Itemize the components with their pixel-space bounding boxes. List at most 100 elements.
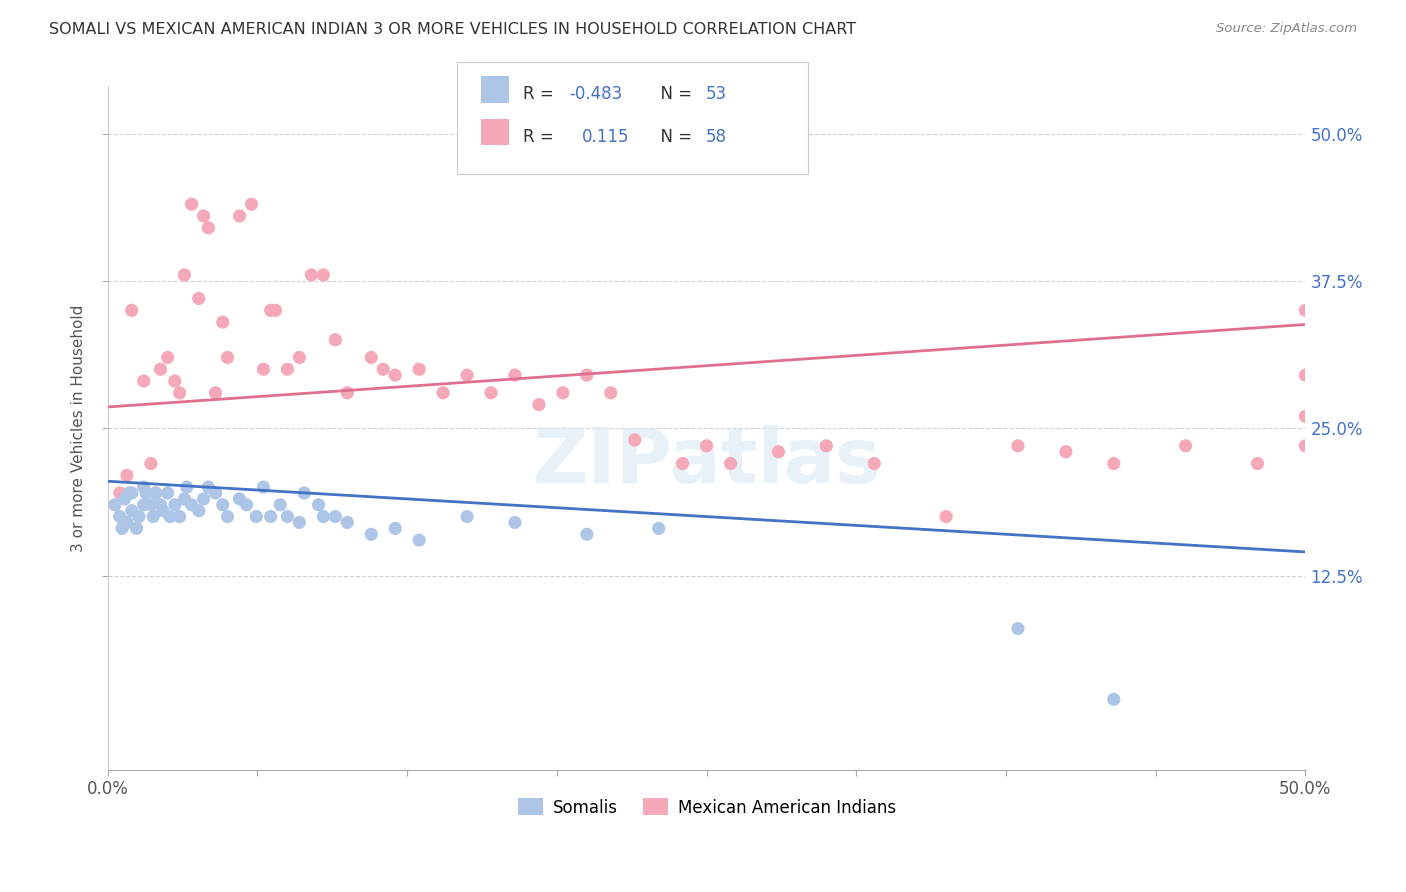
Point <box>118 486 141 500</box>
Point <box>145 486 167 500</box>
Point <box>193 491 215 506</box>
Point <box>132 498 155 512</box>
Point <box>173 268 195 282</box>
Point <box>115 516 138 530</box>
Point <box>145 486 167 500</box>
Point <box>180 197 202 211</box>
Point <box>121 504 143 518</box>
Point <box>149 498 172 512</box>
Point <box>176 480 198 494</box>
Point <box>125 521 148 535</box>
Point <box>169 509 191 524</box>
Y-axis label: 3 or more Vehicles in Household: 3 or more Vehicles in Household <box>72 304 86 552</box>
Point <box>312 509 335 524</box>
Text: 53: 53 <box>706 85 727 103</box>
Point <box>132 480 155 494</box>
Point <box>217 509 239 524</box>
Point <box>1102 692 1125 706</box>
Point <box>360 527 382 541</box>
Legend: Somalis, Mexican American Indians: Somalis, Mexican American Indians <box>510 792 903 823</box>
Point <box>720 457 742 471</box>
Point <box>1007 439 1029 453</box>
Point <box>121 486 143 500</box>
Point <box>276 362 298 376</box>
Point <box>1246 457 1268 471</box>
Point <box>1294 303 1316 318</box>
Point <box>235 498 257 512</box>
Point <box>111 521 134 535</box>
Point <box>187 292 209 306</box>
Point <box>264 303 287 318</box>
Point <box>1102 457 1125 471</box>
Point <box>1294 409 1316 424</box>
Point <box>211 315 233 329</box>
Point <box>163 374 186 388</box>
Point <box>336 385 359 400</box>
Text: R =: R = <box>523 85 560 103</box>
Point <box>815 439 838 453</box>
Point <box>156 486 179 500</box>
Text: SOMALI VS MEXICAN AMERICAN INDIAN 3 OR MORE VEHICLES IN HOUSEHOLD CORRELATION CH: SOMALI VS MEXICAN AMERICAN INDIAN 3 OR M… <box>49 22 856 37</box>
Text: ZIPatlas: ZIPatlas <box>533 425 882 500</box>
Point <box>156 351 179 365</box>
Point <box>288 351 311 365</box>
Point <box>139 457 162 471</box>
Point <box>1294 368 1316 383</box>
Point <box>252 480 274 494</box>
Point <box>114 491 136 506</box>
Point <box>323 509 346 524</box>
Point <box>132 374 155 388</box>
Point <box>1294 439 1316 453</box>
Point <box>217 351 239 365</box>
Point <box>599 385 621 400</box>
Text: R =: R = <box>523 128 560 145</box>
Point <box>240 197 263 211</box>
Point <box>173 491 195 506</box>
Point <box>121 303 143 318</box>
Point <box>288 516 311 530</box>
Text: -0.483: -0.483 <box>569 85 623 103</box>
Point <box>1174 439 1197 453</box>
Point <box>108 486 131 500</box>
Point <box>197 480 219 494</box>
Point <box>373 362 395 376</box>
Point <box>432 385 454 400</box>
Point <box>163 498 186 512</box>
Point <box>863 457 886 471</box>
Point <box>336 516 359 530</box>
Point <box>408 362 430 376</box>
Point <box>527 398 550 412</box>
Point <box>204 486 226 500</box>
Point <box>197 220 219 235</box>
Point <box>1007 622 1029 636</box>
Point <box>187 504 209 518</box>
Point <box>623 433 645 447</box>
Point <box>503 516 526 530</box>
Point <box>149 362 172 376</box>
Point <box>360 351 382 365</box>
Point <box>299 268 322 282</box>
Point <box>308 498 330 512</box>
Point <box>211 498 233 512</box>
Point <box>245 509 267 524</box>
Point <box>152 504 174 518</box>
Point <box>135 486 157 500</box>
Point <box>408 533 430 548</box>
Point <box>269 498 291 512</box>
Point <box>115 468 138 483</box>
Point <box>259 303 281 318</box>
Point <box>647 521 669 535</box>
Text: N =: N = <box>650 85 697 103</box>
Point <box>108 509 131 524</box>
Text: 0.115: 0.115 <box>582 128 630 145</box>
Point <box>259 509 281 524</box>
Point <box>768 444 790 458</box>
Point <box>384 368 406 383</box>
Point <box>575 368 598 383</box>
Point <box>142 509 165 524</box>
Point <box>193 209 215 223</box>
Point <box>1054 444 1077 458</box>
Point <box>180 498 202 512</box>
Point <box>503 368 526 383</box>
Point <box>139 498 162 512</box>
